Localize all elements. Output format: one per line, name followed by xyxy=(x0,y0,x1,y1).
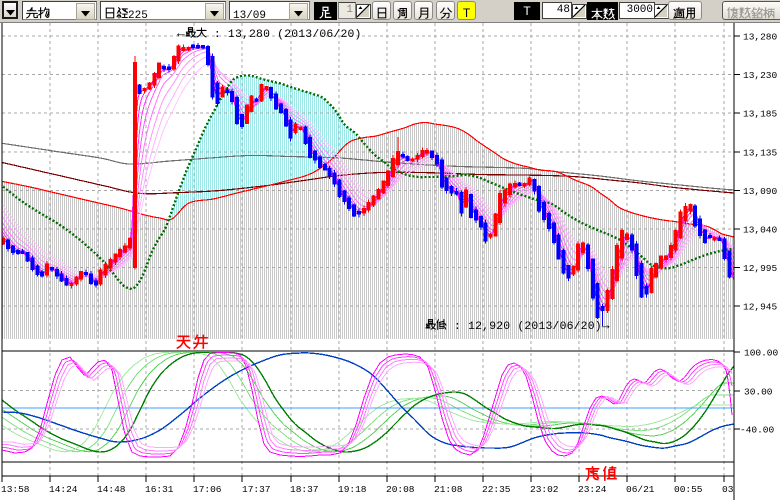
svg-text:17:37: 17:37 xyxy=(242,484,271,495)
svg-text:23:24: 23:24 xyxy=(578,484,607,495)
svg-text:100.00: 100.00 xyxy=(744,348,779,359)
svg-text:03: 03 xyxy=(722,484,734,495)
svg-text:00:55: 00:55 xyxy=(674,484,703,495)
svg-text:-40.00: -40.00 xyxy=(740,425,775,436)
svg-text:13,135: 13,135 xyxy=(743,147,778,158)
svg-text:22:35: 22:35 xyxy=(482,484,511,495)
svg-text:23:02: 23:02 xyxy=(530,484,559,495)
svg-text:30.00: 30.00 xyxy=(744,387,773,398)
svg-text:13:58: 13:58 xyxy=(1,484,30,495)
svg-text:19:18: 19:18 xyxy=(338,484,367,495)
svg-text:14:24: 14:24 xyxy=(49,484,78,495)
svg-text:12,945: 12,945 xyxy=(743,302,778,313)
svg-text:13,090: 13,090 xyxy=(743,186,778,197)
svg-text:21:08: 21:08 xyxy=(434,484,463,495)
svg-text:16:31: 16:31 xyxy=(145,484,174,495)
svg-text:13,040: 13,040 xyxy=(743,225,778,236)
svg-text:17:06: 17:06 xyxy=(193,484,222,495)
svg-text:14:48: 14:48 xyxy=(97,484,126,495)
svg-text:13,230: 13,230 xyxy=(743,70,778,81)
svg-text:06/21: 06/21 xyxy=(626,484,655,495)
svg-text:13,185: 13,185 xyxy=(743,109,778,120)
svg-text:13,280: 13,280 xyxy=(743,32,778,43)
svg-text:18:37: 18:37 xyxy=(290,484,319,495)
svg-text:20:08: 20:08 xyxy=(386,484,415,495)
svg-text:12,995: 12,995 xyxy=(743,263,778,274)
